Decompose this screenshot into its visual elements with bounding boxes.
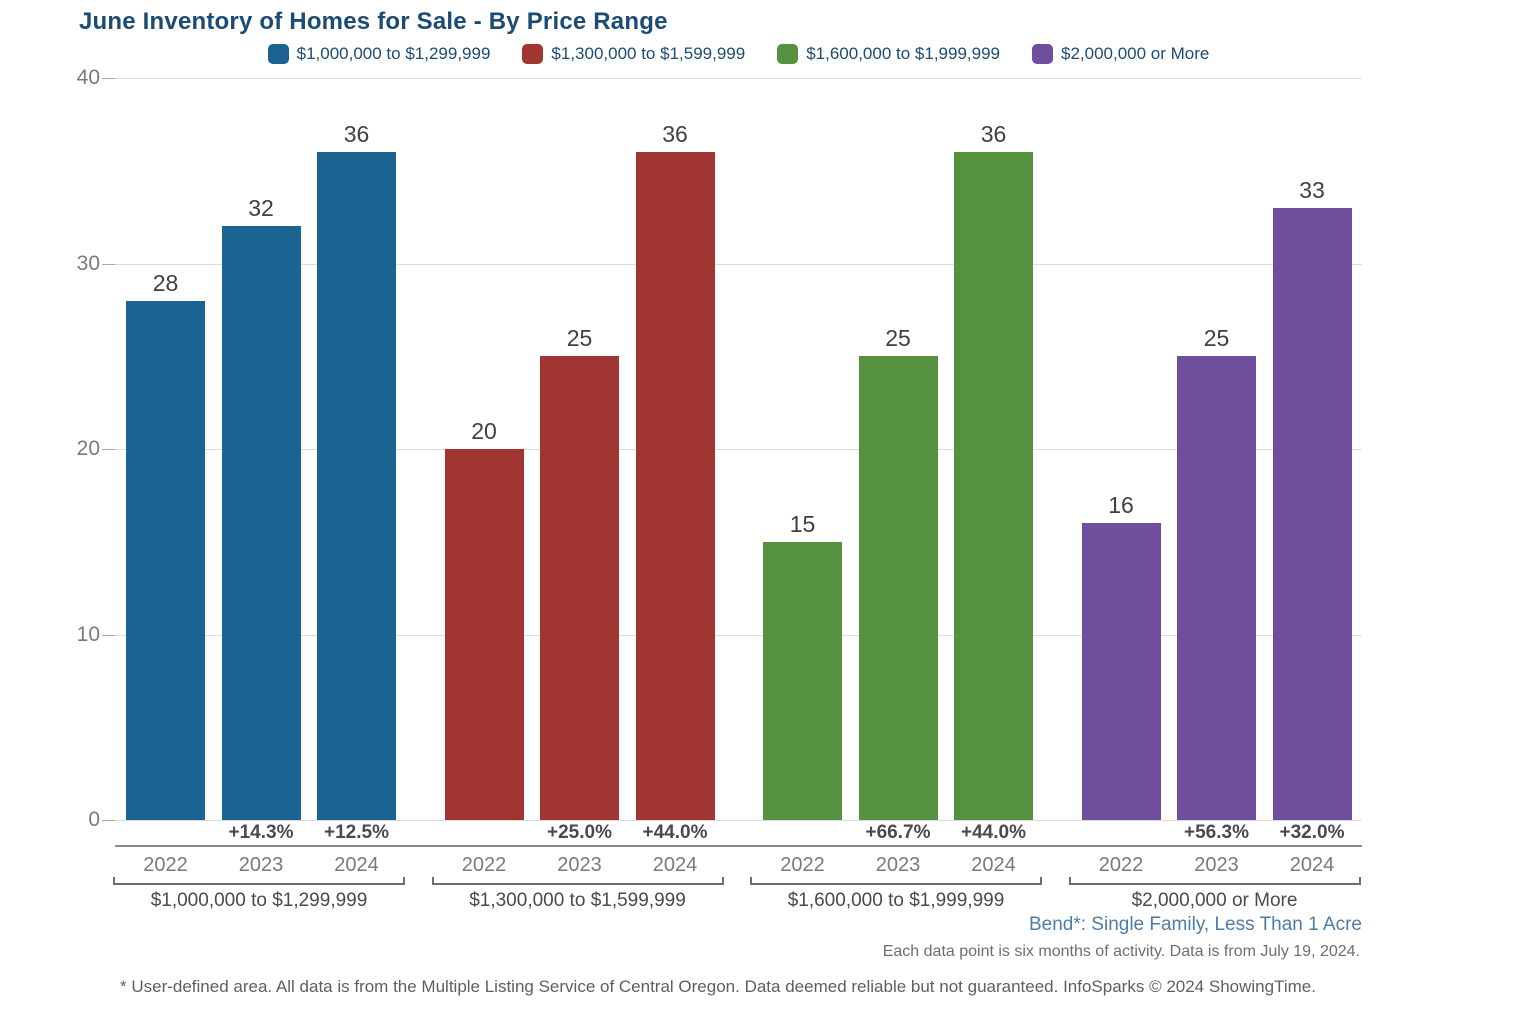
price-range-group-label: $1,600,000 to $1,999,999 [787,890,1005,911]
bar-value-label: 20 [471,418,497,444]
bar-value-label: 25 [885,325,911,352]
y-axis-label: 30 [76,252,100,275]
bar-value-label: 25 [566,325,593,352]
bar-group4-2024[interactable] [1272,207,1352,820]
pct-change-label: +56.3% [1184,822,1249,843]
pct-change-label: +14.3% [228,822,294,843]
y-axis-label: 20 [76,437,100,460]
bar-group4-2022[interactable] [1081,523,1161,820]
legend-item-3[interactable]: $1,600,000 to $1,999,999 [777,44,1000,64]
group-bracket [431,877,724,885]
bar-group3-2023[interactable] [858,356,938,820]
pct-change-label: +25.0% [547,822,612,843]
bar-group3-2024[interactable] [954,152,1033,820]
pct-change-label: +32.0% [1279,822,1345,843]
y-axis-tick [102,264,115,265]
y-axis-tick [102,820,115,821]
legend-label: $2,000,000 or More [1061,44,1210,63]
bar-value-label: 33 [1299,176,1325,203]
disclaimer-footer: * User-defined area. All data is from th… [120,977,1316,996]
legend-swatch-icon [267,44,289,64]
x-axis-year-label: 2022 [1098,854,1144,876]
x-axis-year-label: 2022 [143,854,188,876]
group-bracket [113,877,405,885]
y-axis-tick [102,635,115,636]
pct-change-label: +44.0% [961,822,1026,843]
chart-legend: $1,000,000 to $1,299,999 $1,300,000 to $1… [115,42,1362,66]
x-axis-year-label: 2023 [557,854,602,876]
bar-group1-2024[interactable] [317,152,396,820]
group-bracket [750,877,1042,885]
gridline [115,264,1362,265]
legend-item-2[interactable]: $1,300,000 to $1,599,999 [522,44,745,64]
y-axis-label: 0 [88,808,100,831]
bar-value-label: 32 [248,195,274,222]
legend-swatch-icon [777,44,799,64]
legend-item-1[interactable]: $1,000,000 to $1,299,999 [267,44,491,64]
bar-group2-2022[interactable] [444,449,524,820]
price-range-group-label: $2,000,000 or More [1131,890,1298,911]
y-axis-tick [102,449,115,450]
gridline [115,78,1362,79]
group-bracket [1068,877,1361,885]
legend-swatch-icon [522,44,544,64]
x-axis-year-label: 2022 [461,854,507,876]
pct-change-label: +66.7% [865,822,931,843]
bar-value-label: 15 [789,510,816,537]
bar-value-label: 36 [980,121,1007,148]
legend-label: $1,600,000 to $1,999,999 [806,44,1000,63]
bar-value-label: 36 [343,121,370,148]
bar-value-label: 16 [1108,492,1134,519]
price-range-group-label: $1,000,000 to $1,299,999 [150,890,368,911]
y-axis-label: 10 [76,623,100,646]
bar-group2-2024[interactable] [635,152,715,820]
x-axis-year-label: 2024 [1289,854,1335,876]
gridline [115,635,1362,636]
price-range-group-label: $1,300,000 to $1,599,999 [469,890,686,911]
x-axis-year-label: 2023 [875,854,921,876]
y-axis-label: 40 [76,66,100,89]
legend-label: $1,000,000 to $1,299,999 [296,44,491,63]
gridline [115,820,1362,821]
x-axis-year-label: 2024 [652,854,698,876]
y-axis-tick [102,78,115,79]
legend-swatch-icon [1032,44,1053,64]
bar-value-label: 25 [1203,325,1230,352]
location-note: Bend*: Single Family, Less Than 1 Acre [1028,914,1362,935]
x-axis-year-label: 2022 [780,854,825,876]
pct-change-label: +44.0% [642,822,708,843]
x-axis-year-label: 2024 [971,854,1016,876]
bar-group4-2023[interactable] [1177,356,1256,820]
bar-value-label: 28 [152,269,179,296]
legend-item-4[interactable]: $2,000,000 or More [1032,44,1209,64]
gridline [115,449,1362,450]
chart-title: June Inventory of Homes for Sale - By Pr… [79,8,668,35]
bar-value-label: 36 [662,121,688,148]
x-axis-year-label: 2024 [334,854,379,876]
legend-label: $1,300,000 to $1,599,999 [551,44,746,63]
x-axis-year-label: 2023 [238,854,284,876]
data-period-note: Each data point is six months of activit… [882,943,1360,960]
x-axis-year-label: 2023 [1194,854,1239,876]
bar-group2-2023[interactable] [540,356,619,820]
bar-group1-2023[interactable] [221,226,301,820]
pct-change-label: +12.5% [324,822,389,843]
bar-group3-2022[interactable] [763,541,842,820]
bar-group1-2022[interactable] [126,300,205,820]
x-axis-line [115,845,1362,847]
